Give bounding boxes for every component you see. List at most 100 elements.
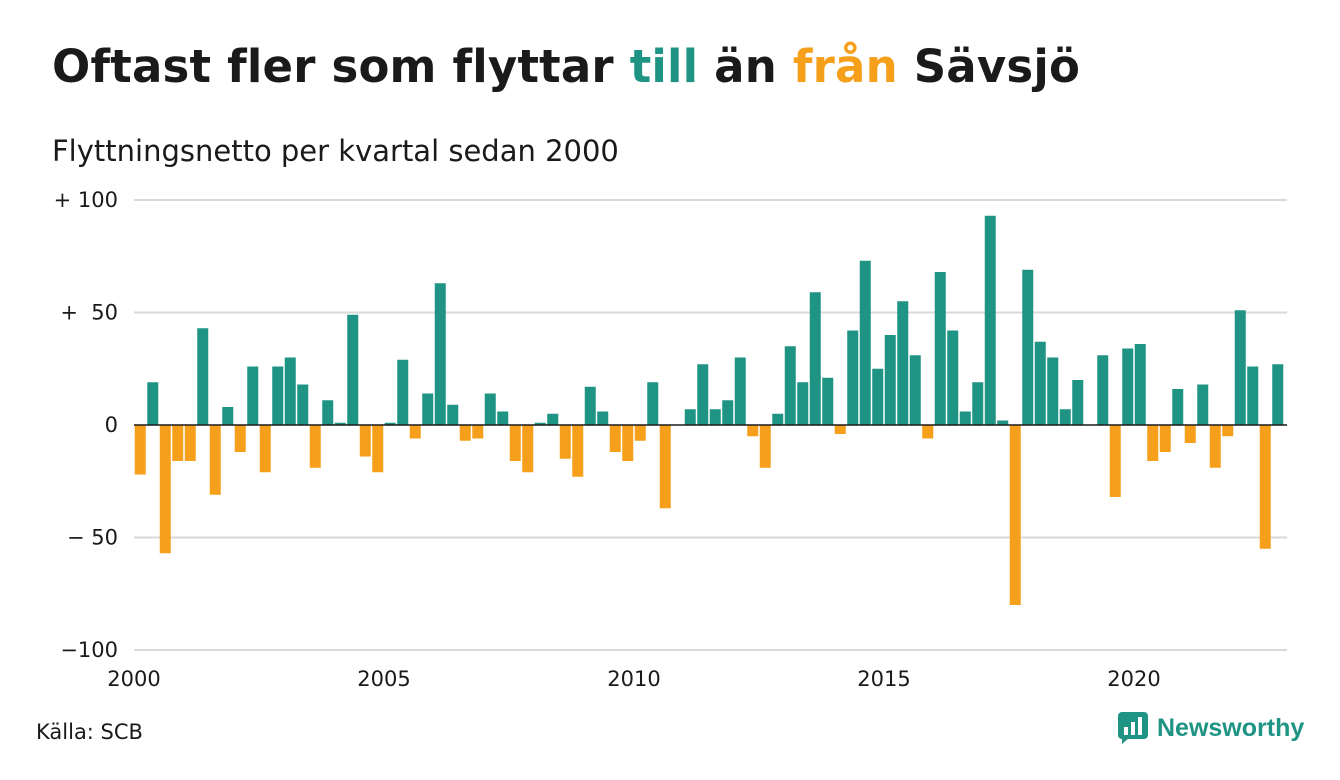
bar	[584, 386, 596, 425]
bar	[922, 425, 934, 439]
bar	[522, 425, 534, 473]
bar	[809, 292, 821, 425]
bar	[972, 382, 984, 425]
bar	[997, 420, 1009, 425]
bar	[284, 357, 296, 425]
brand-name: Newsworthy	[1157, 713, 1305, 742]
x-tick-label: 2000	[107, 667, 160, 691]
bar	[734, 357, 746, 425]
bar	[447, 404, 459, 425]
bar	[434, 283, 446, 425]
y-tick-label: −100	[60, 638, 118, 662]
bar	[222, 407, 234, 425]
title-word-till: till	[629, 40, 699, 93]
bar	[1134, 344, 1146, 425]
bar	[497, 411, 509, 425]
title-part-1: Oftast fler som flyttar	[52, 40, 630, 93]
y-tick-label: + 100	[54, 188, 118, 212]
newsworthy-logo-icon	[1118, 712, 1148, 744]
bar	[1022, 269, 1034, 425]
bar	[259, 425, 271, 473]
bar	[634, 425, 646, 441]
x-tick-label: 2020	[1107, 667, 1160, 691]
bar	[1097, 355, 1109, 425]
bar	[934, 272, 946, 425]
bar	[134, 425, 146, 475]
bar	[372, 425, 384, 473]
bar	[1009, 425, 1021, 605]
bar	[297, 384, 309, 425]
bar	[1247, 366, 1259, 425]
bar	[859, 260, 871, 425]
bar	[1072, 380, 1084, 425]
bar	[247, 366, 259, 425]
bar	[272, 366, 284, 425]
bar	[609, 425, 621, 452]
bar	[309, 425, 321, 468]
bar	[184, 425, 196, 461]
gridlines	[134, 199, 1287, 651]
bar	[684, 409, 696, 425]
x-tick-label: 2015	[857, 667, 910, 691]
chart-subtitle: Flyttningsnetto per kvartal sedan 2000	[52, 134, 619, 168]
bar	[172, 425, 184, 461]
bar	[1172, 389, 1184, 425]
bar	[1222, 425, 1234, 437]
bar	[959, 411, 971, 425]
bar	[534, 422, 546, 425]
bar	[484, 393, 496, 425]
bar	[834, 425, 846, 434]
bar	[147, 382, 159, 425]
bar	[647, 382, 659, 425]
bar	[459, 425, 471, 441]
bar	[572, 425, 584, 477]
bar	[359, 425, 371, 457]
bar	[1184, 425, 1196, 443]
bar	[1272, 364, 1284, 425]
bar	[422, 393, 434, 425]
bar	[1259, 425, 1271, 549]
bar	[1109, 425, 1121, 497]
bar	[209, 425, 221, 495]
y-tick-label: 0	[105, 413, 118, 437]
bar	[847, 330, 859, 425]
bar	[1147, 425, 1159, 461]
source-note: Källa: SCB	[36, 720, 143, 744]
bar	[1034, 341, 1046, 425]
bar	[722, 400, 734, 425]
bar	[1159, 425, 1171, 452]
bar	[622, 425, 634, 461]
title-part-2: än	[698, 40, 793, 93]
bar	[1059, 409, 1071, 425]
bar	[897, 301, 909, 425]
bar	[772, 413, 784, 425]
title-word-fran: från	[792, 40, 898, 93]
bar	[1197, 384, 1209, 425]
bar	[1209, 425, 1221, 468]
bar	[597, 411, 609, 425]
bar	[697, 364, 709, 425]
bar	[334, 422, 346, 425]
bar	[347, 314, 359, 425]
y-tick-label: − 50	[67, 526, 118, 550]
bar	[797, 382, 809, 425]
bar	[472, 425, 484, 439]
bar	[747, 425, 759, 437]
y-tick-label: + 50	[60, 301, 118, 325]
brand: Newsworthy	[1118, 712, 1304, 744]
bar	[197, 328, 209, 425]
chart-title: Oftast fler som flyttar till än från Säv…	[52, 40, 1080, 93]
x-tick-label: 2010	[607, 667, 660, 691]
axes: + 100 + 50 0 − 50 −100 2000 2005 2010 2015 2020	[54, 188, 1287, 691]
bar	[909, 355, 921, 425]
bar	[409, 425, 421, 439]
bars	[134, 215, 1284, 605]
bar	[397, 359, 409, 425]
bar	[709, 409, 721, 425]
bar	[784, 346, 796, 425]
bar	[984, 215, 996, 425]
bar	[759, 425, 771, 468]
bar	[1122, 348, 1134, 425]
